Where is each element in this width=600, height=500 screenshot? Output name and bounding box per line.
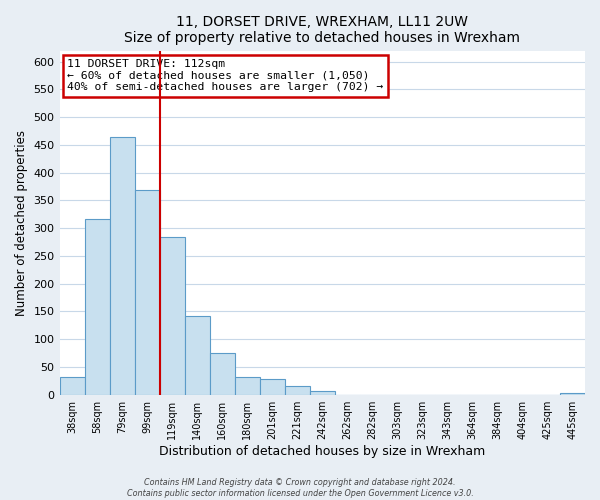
Bar (235, 377, 260, 394)
Bar (185, 316, 209, 394)
Bar (285, 386, 310, 394)
Bar (59, 377, 85, 394)
Bar (110, 136, 134, 394)
Bar (560, 393, 585, 394)
X-axis label: Distribution of detached houses by size in Wrexham: Distribution of detached houses by size … (159, 444, 485, 458)
Title: 11, DORSET DRIVE, WREXHAM, LL11 2UW
Size of property relative to detached houses: 11, DORSET DRIVE, WREXHAM, LL11 2UW Size… (124, 15, 520, 45)
Text: 11 DORSET DRIVE: 112sqm
← 60% of detached houses are smaller (1,050)
40% of semi: 11 DORSET DRIVE: 112sqm ← 60% of detache… (67, 59, 383, 92)
Bar (310, 391, 335, 394)
Text: Contains HM Land Registry data © Crown copyright and database right 2024.
Contai: Contains HM Land Registry data © Crown c… (127, 478, 473, 498)
Bar (85, 220, 110, 394)
Y-axis label: Number of detached properties: Number of detached properties (15, 130, 28, 316)
Bar (260, 378, 285, 394)
Bar (209, 353, 235, 395)
Bar (134, 190, 160, 394)
Bar (160, 237, 185, 394)
